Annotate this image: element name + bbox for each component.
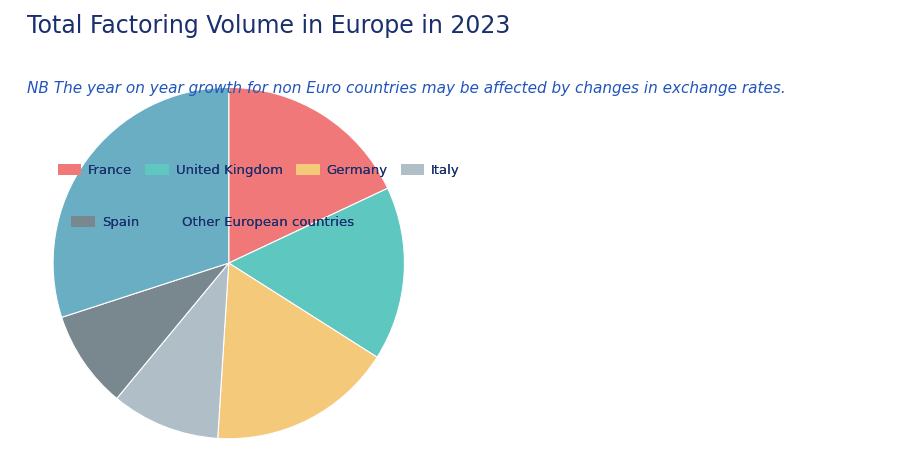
Legend: France, United Kingdom, Germany, Italy: France, United Kingdom, Germany, Italy [52,158,465,182]
Wedge shape [229,188,404,357]
Wedge shape [229,87,388,263]
Text: Total Factoring Volume in Europe in 2023: Total Factoring Volume in Europe in 2023 [27,14,511,38]
Legend: Spain, Other European countries: Spain, Other European countries [66,210,360,234]
Wedge shape [117,263,229,438]
Wedge shape [61,263,229,399]
Wedge shape [53,87,229,318]
Text: NB The year on year growth for non Euro countries may be affected by changes in : NB The year on year growth for non Euro … [27,81,786,96]
Wedge shape [218,263,377,439]
